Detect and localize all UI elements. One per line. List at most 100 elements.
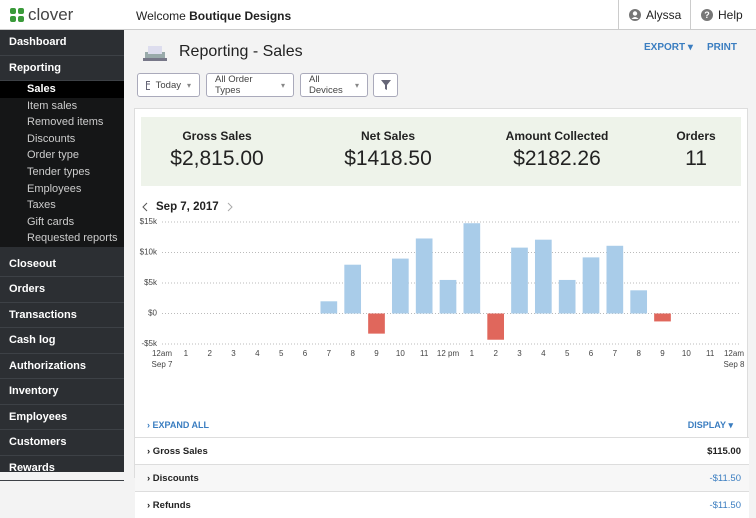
- nav-item[interactable]: Sales: [0, 81, 124, 98]
- nav-section[interactable]: Transactions: [0, 303, 124, 329]
- filter-dropdown[interactable]: Today ▾: [137, 73, 200, 97]
- nav-section[interactable]: Cash log: [0, 328, 124, 354]
- filter-dropdown[interactable]: All Devices ▾: [300, 73, 368, 97]
- nav-section[interactable]: Inventory: [0, 379, 124, 405]
- x-tick-label: 2: [493, 349, 498, 358]
- nav-item[interactable]: Item sales: [27, 99, 78, 112]
- filter-label: All Devices: [309, 74, 343, 96]
- expand-all[interactable]: › EXPAND ALL: [147, 420, 209, 430]
- row-label: › Gross Sales: [147, 445, 208, 457]
- summary-label: Net Sales: [360, 129, 416, 143]
- nav-item[interactable]: Tender types: [27, 165, 90, 178]
- filter-icon: [380, 80, 391, 90]
- prev-arrow[interactable]: [142, 202, 148, 212]
- top-bar: clover Welcome Boutique Designs Alyssa ?…: [0, 0, 756, 30]
- nav-item[interactable]: Employees: [27, 182, 82, 195]
- display-menu[interactable]: DISPLAY ▾: [687, 420, 733, 430]
- filter-label: Today: [155, 79, 181, 91]
- sidebar: Dashboard Reporting Sales Item sales Removed…: [0, 30, 124, 482]
- action-button[interactable]: EXPORT ▾: [644, 42, 693, 53]
- nav-section[interactable]: Orders: [0, 277, 124, 303]
- x-tick-label: 3: [517, 349, 522, 358]
- nav-item[interactable]: Requested reports: [27, 232, 118, 245]
- x-tick-label: 8: [350, 349, 355, 358]
- user-name: Alyssa: [646, 8, 682, 22]
- nav-item[interactable]: Order type: [27, 149, 79, 162]
- nav-children: Sales Item sales Removed items Discounts Ord…: [0, 81, 124, 247]
- action-button[interactable]: PRINT: [707, 42, 737, 53]
- caret: ▾: [280, 80, 285, 90]
- detail-row[interactable]: › Refunds -$11.50: [135, 491, 749, 518]
- filter-dropdown[interactable]: All Order Types ▾: [206, 73, 294, 97]
- x-tick-label: 7: [613, 349, 618, 358]
- nav-section[interactable]: Employees: [0, 405, 124, 431]
- user-menu[interactable]: Alyssa: [618, 0, 690, 30]
- nav-item[interactable]: Discounts: [27, 132, 76, 145]
- y-tick-label: $0: [148, 309, 157, 318]
- filter-button[interactable]: [373, 73, 398, 97]
- x-tick-label: 9: [374, 349, 379, 358]
- main: Reporting - Sales EXPORT ▾ PRINT Today ▾ Al…: [124, 30, 756, 518]
- y-tick-label: $5k: [144, 278, 158, 287]
- bar: [391, 258, 409, 314]
- x-tick-label: 11: [706, 349, 715, 358]
- nav-section[interactable]: Reporting: [0, 56, 124, 81]
- nav-item[interactable]: Taxes: [27, 199, 56, 212]
- svg-text:?: ?: [704, 10, 710, 20]
- bar: [558, 279, 576, 314]
- row-value: $115.00: [707, 445, 741, 457]
- display-label: DISPLAY: [687, 420, 726, 430]
- bar: [487, 313, 505, 340]
- detail-row[interactable]: › Discounts -$11.50: [135, 464, 749, 491]
- bar: [534, 239, 552, 314]
- help-icon: ?: [701, 9, 713, 21]
- bar: [415, 238, 433, 314]
- summary-item: Amount Collected $2182.26: [506, 129, 609, 171]
- nav-section[interactable]: Rewards: [0, 456, 124, 482]
- page-title: Reporting - Sales: [179, 43, 303, 60]
- bar: [654, 313, 671, 322]
- bar: [606, 245, 624, 314]
- nav-section[interactable]: Closeout: [0, 252, 124, 278]
- nav-item[interactable]: Gift cards: [27, 215, 75, 228]
- summary-label: Orders: [676, 129, 716, 143]
- nav-section[interactable]: Dashboard: [0, 30, 124, 56]
- report-icon: [143, 46, 167, 61]
- logo[interactable]: clover: [10, 5, 73, 25]
- x-tick-label: 9: [660, 349, 665, 358]
- x-tick-label: 1: [470, 349, 475, 358]
- caret: ▾: [354, 80, 359, 90]
- nav-item[interactable]: Removed items: [27, 116, 104, 129]
- action-label: PRINT: [707, 42, 737, 53]
- calendar-icon: [146, 81, 150, 90]
- summary-item: Net Sales $1418.50: [344, 129, 432, 171]
- help-button[interactable]: ? Help: [690, 0, 756, 30]
- x-tick-label: 12am: [724, 349, 744, 358]
- bar: [320, 301, 338, 314]
- summary-item: Orders 11: [676, 129, 715, 171]
- next-arrow[interactable]: [227, 202, 233, 212]
- detail-row[interactable]: › Gross Sales $115.00: [135, 437, 749, 464]
- welcome: Welcome Boutique Designs: [136, 9, 291, 23]
- caret: ▾: [186, 80, 191, 90]
- help-text: Help: [718, 8, 743, 22]
- nav-section[interactable]: Customers: [0, 430, 124, 456]
- x-tick-label: 12 pm: [437, 349, 460, 358]
- bar: [511, 247, 528, 314]
- x-tick-label: 10: [396, 349, 405, 358]
- user-icon: [629, 9, 641, 21]
- x-tick-label: 6: [589, 349, 594, 358]
- expand-label: EXPAND ALL: [152, 420, 210, 430]
- summary-item: Gross Sales $2,815.00: [170, 129, 263, 171]
- row-value: -$11.50: [709, 499, 741, 511]
- nav-section[interactable]: Authorizations: [0, 354, 124, 380]
- summary-value: 11: [685, 147, 707, 170]
- summary-value: $2,815.00: [170, 147, 264, 170]
- x-tick-label: 1: [184, 349, 189, 358]
- x-tick-label: 11: [420, 349, 429, 358]
- y-tick-label: $10k: [140, 248, 158, 257]
- logo-icon: [10, 8, 24, 22]
- x-sublabel: Sep 8: [724, 360, 745, 369]
